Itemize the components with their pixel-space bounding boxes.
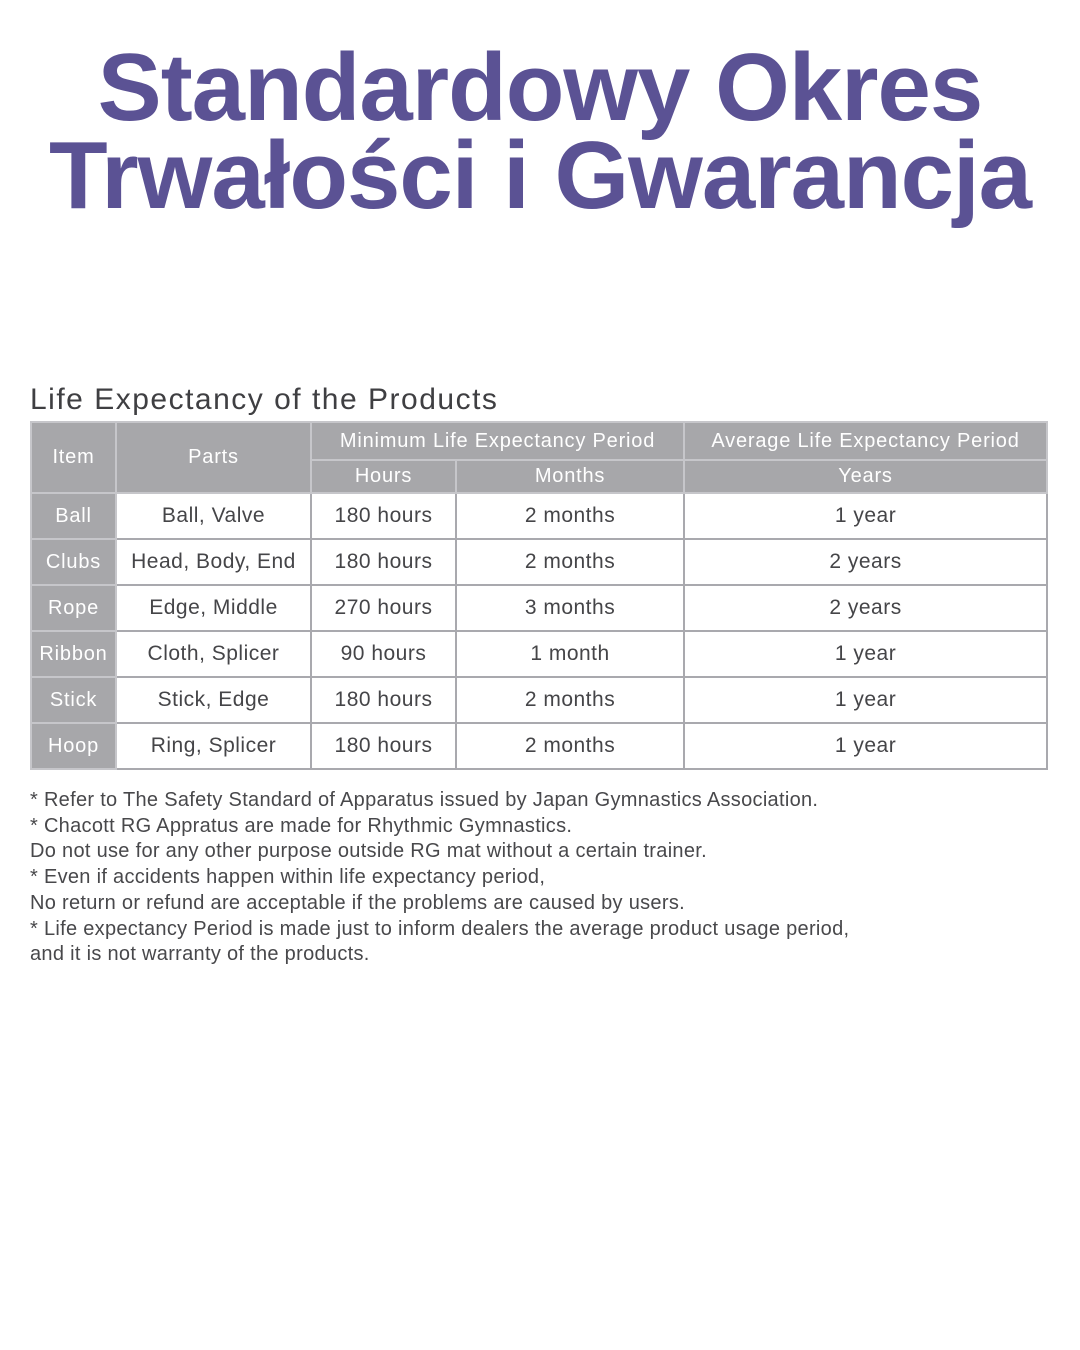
page-title-line-1: Standardowy Okres	[97, 34, 984, 141]
section-title: Life Expectancy of the Products	[30, 383, 499, 416]
months-cell: 2 months	[454, 722, 686, 770]
years-cell: 1 year	[683, 676, 1049, 724]
parts-cell: Ring, Splicer	[115, 722, 312, 770]
item-cell: Ball	[30, 492, 117, 540]
footnote-line: Do not use for any other purpose outside…	[30, 840, 707, 863]
column-header-parts: Parts	[115, 421, 312, 494]
table-row-clubs: Clubs Head, Body, End 180 hours 2 months…	[30, 538, 1049, 586]
column-header-months: Months	[454, 459, 686, 494]
item-cell: Hoop	[30, 722, 117, 770]
page-title-line-2: Trwałości i Gwarancja	[48, 122, 1032, 229]
parts-cell: Head, Body, End	[115, 538, 312, 586]
table-row-ribbon: Ribbon Cloth, Splicer 90 hours 1 month 1…	[30, 630, 1049, 678]
footnote-line: * Life expectancy Period is made just to…	[30, 917, 850, 940]
item-cell: Rope	[30, 584, 117, 632]
years-cell: 2 years	[683, 584, 1049, 632]
hours-cell: 180 hours	[310, 492, 457, 540]
months-cell: 2 months	[454, 492, 686, 540]
page-title: Standardowy Okres Trwałości i Gwarancja	[0, 34, 1080, 229]
months-cell: 3 months	[454, 584, 686, 632]
column-header-item: Item	[30, 421, 117, 494]
footnote-line: * Chacott RG Appratus are made for Rhyth…	[30, 814, 573, 837]
months-cell: 1 month	[454, 630, 686, 678]
years-cell: 1 year	[683, 722, 1049, 770]
table-header-row-2: Hours Months Years	[31, 459, 1049, 494]
item-cell: Stick	[30, 676, 117, 724]
column-header-average-period: Average Life Expectancy Period	[683, 421, 1049, 461]
table-row-hoop: Hoop Ring, Splicer 180 hours 2 months 1 …	[30, 722, 1049, 770]
table-row-rope: Rope Edge, Middle 270 hours 3 months 2 y…	[30, 584, 1049, 632]
years-cell: 1 year	[683, 630, 1049, 678]
parts-cell: Cloth, Splicer	[115, 630, 312, 678]
life-expectancy-table-wrap: Item Parts Minimum Life Expectancy Perio…	[30, 421, 1049, 770]
hours-cell: 180 hours	[310, 538, 457, 586]
footnote-line: * Even if accidents happen within life e…	[30, 866, 546, 889]
parts-cell: Ball, Valve	[115, 492, 312, 540]
parts-cell: Stick, Edge	[115, 676, 312, 724]
months-cell: 2 months	[454, 676, 686, 724]
table-row-stick: Stick Stick, Edge 180 hours 2 months 1 y…	[30, 676, 1049, 724]
footnote-line: No return or refund are acceptable if th…	[30, 891, 685, 914]
footnotes: * Refer to The Safety Standard of Appara…	[30, 788, 1050, 968]
hours-cell: 270 hours	[310, 584, 457, 632]
hours-cell: 90 hours	[310, 630, 457, 678]
life-expectancy-table: Item Parts Minimum Life Expectancy Perio…	[30, 421, 1049, 770]
hours-cell: 180 hours	[310, 676, 457, 724]
table-header-row-1: Item Parts Minimum Life Expectancy Perio…	[30, 421, 1049, 494]
item-cell: Ribbon	[30, 630, 117, 678]
parts-cell: Edge, Middle	[115, 584, 312, 632]
hours-cell: 180 hours	[310, 722, 457, 770]
column-header-hours: Hours	[310, 459, 457, 494]
months-cell: 2 months	[454, 538, 686, 586]
item-cell: Clubs	[30, 538, 117, 586]
footnote-line: * Refer to The Safety Standard of Appara…	[30, 789, 819, 811]
years-cell: 1 year	[683, 492, 1049, 540]
years-cell: 2 years	[683, 538, 1049, 586]
footnote-line: and it is not warranty of the products.	[30, 943, 370, 966]
table-row-ball: Ball Ball, Valve 180 hours 2 months 1 ye…	[30, 492, 1049, 540]
column-header-years: Years	[683, 459, 1049, 494]
column-header-minimum-period: Minimum Life Expectancy Period	[309, 421, 686, 461]
